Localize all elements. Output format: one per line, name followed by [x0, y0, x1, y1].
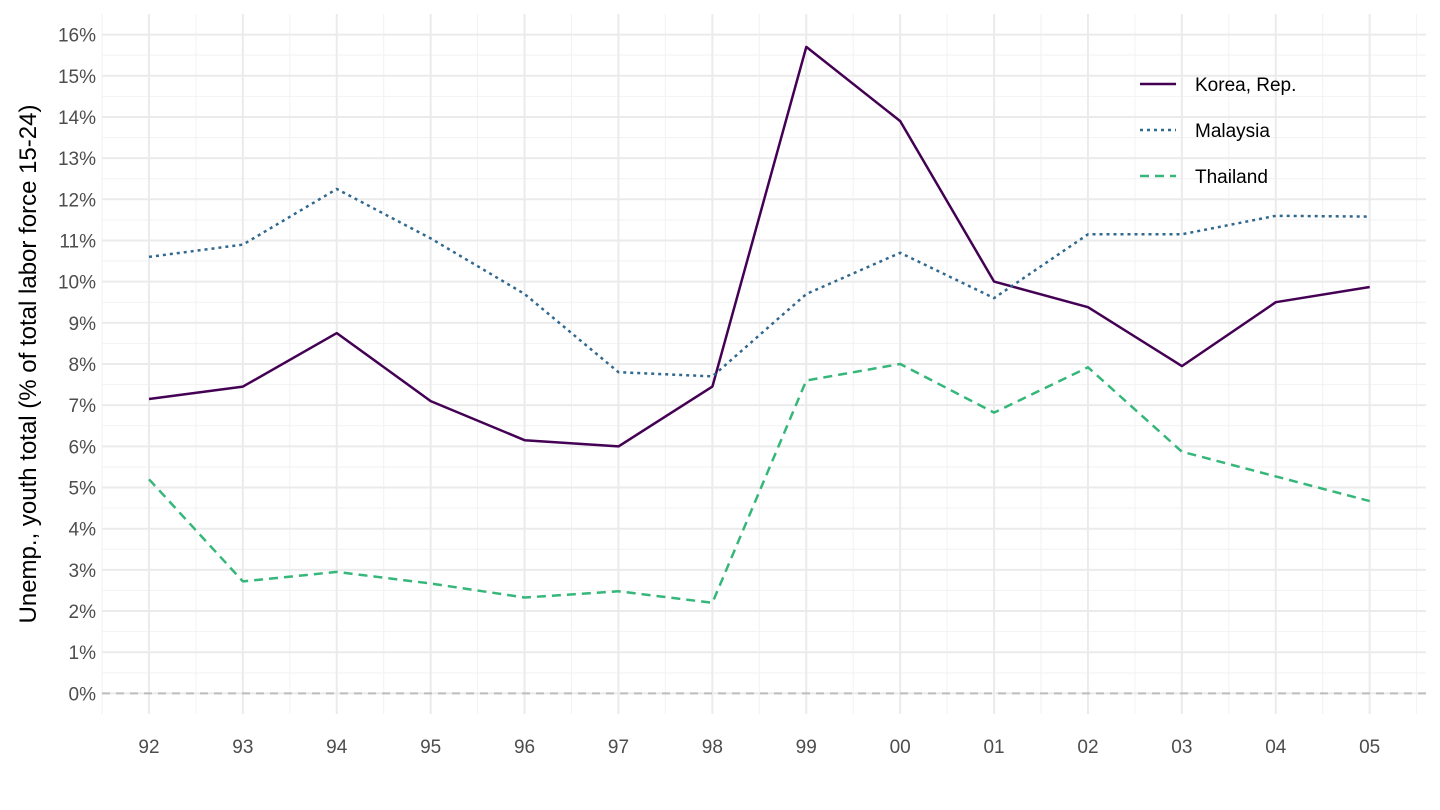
- x-tick-label: 92: [138, 737, 159, 758]
- legend: Korea, Rep. Malaysia Thailand: [1140, 75, 1296, 188]
- x-tick-label: 95: [420, 737, 441, 758]
- y-tick-label: 6%: [69, 437, 97, 458]
- legend-label: Thailand: [1195, 167, 1268, 188]
- x-tick-label: 04: [1265, 737, 1287, 758]
- y-tick-label: 10%: [58, 273, 96, 294]
- y-tick-label: 12%: [58, 190, 96, 211]
- y-tick-label: 13%: [58, 149, 96, 170]
- x-tick-label: 02: [1077, 737, 1098, 758]
- x-tick-label: 99: [796, 737, 817, 758]
- y-tick-label: 15%: [58, 67, 96, 88]
- y-tick-label: 2%: [69, 602, 97, 623]
- x-tick-label: 94: [326, 737, 348, 758]
- x-tick-label: 97: [608, 737, 629, 758]
- x-tick-label: 96: [514, 737, 535, 758]
- x-axis-tick-labels: 92 93 94 95 96 97 98 99 00 01 02 03 04 05: [138, 737, 1380, 758]
- y-tick-label: 5%: [69, 479, 97, 500]
- y-tick-label: 4%: [69, 520, 97, 541]
- x-tick-label: 98: [702, 737, 723, 758]
- y-tick-label: 11%: [59, 231, 96, 252]
- x-tick-label: 93: [232, 737, 253, 758]
- x-tick-label: 03: [1171, 737, 1192, 758]
- x-tick-label: 00: [890, 737, 911, 758]
- y-tick-label: 8%: [69, 355, 97, 376]
- y-axis-title: Unemp., youth total (% of total labor fo…: [15, 105, 42, 624]
- x-tick-label: 05: [1359, 737, 1380, 758]
- y-tick-label: 16%: [58, 26, 96, 47]
- series-line-thailand: [148, 362, 1371, 605]
- major-gridlines: [102, 14, 1426, 714]
- y-tick-label: 1%: [69, 643, 97, 664]
- y-axis-tick-labels: 0% 1% 2% 3% 4% 5% 6% 7% 8% 9% 10% 11% 12% 13% 14% 15% 16…: [58, 26, 96, 706]
- legend-label: Malaysia: [1195, 121, 1270, 142]
- y-tick-label: 0%: [69, 684, 97, 705]
- y-tick-label: 9%: [69, 314, 97, 335]
- y-tick-label: 14%: [58, 108, 96, 129]
- y-tick-label: 7%: [69, 396, 97, 417]
- series-line-korea-rep: [148, 45, 1370, 448]
- legend-label: Korea, Rep.: [1195, 75, 1296, 96]
- x-tick-label: 01: [983, 737, 1004, 758]
- y-tick-label: 3%: [69, 561, 97, 582]
- series-lines: [148, 45, 1371, 605]
